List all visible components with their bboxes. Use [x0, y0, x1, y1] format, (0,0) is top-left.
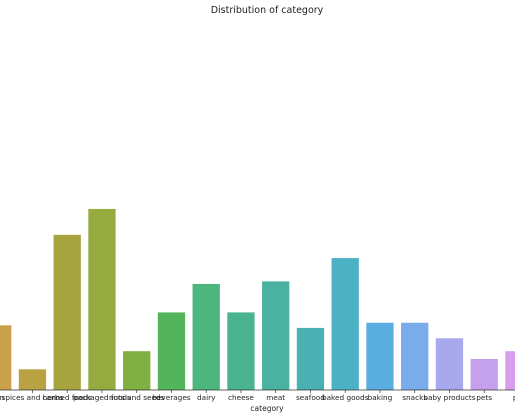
x-tick-label: cheese: [228, 393, 254, 402]
x-tick-label: canned foods: [43, 393, 92, 402]
bar-baking: [366, 322, 394, 390]
bar-cheese: [227, 312, 255, 390]
x-tick-label: zen: [0, 393, 4, 402]
x-tick-label: pets: [476, 393, 492, 402]
bar-dairy: [192, 283, 220, 390]
bar-baby-products: [435, 338, 464, 390]
chart-title: Distribution of category: [211, 5, 324, 16]
x-tick-label: meat: [266, 393, 285, 402]
bar-spices-and-herbs: [18, 369, 47, 390]
bar-beverages: [157, 312, 186, 390]
bar-frozen: [0, 325, 12, 390]
x-tick-label: spices and herbs: [2, 393, 64, 402]
x-tick-label: snacks: [402, 393, 427, 402]
x-tick-label: dairy: [197, 393, 216, 402]
x-tick-label: baking: [368, 393, 393, 402]
bar-pets: [470, 358, 498, 390]
bar-seafood: [296, 327, 325, 390]
x-axis-label: category: [250, 404, 284, 413]
x-tick-label: per: [513, 393, 515, 402]
bar-canned-foods: [53, 234, 81, 390]
bar-packaged-foods: [88, 208, 116, 390]
bar-snacks: [401, 322, 429, 390]
bar-meat: [262, 281, 290, 390]
x-tick-label: seafood: [296, 393, 325, 402]
x-tick-label: beverages: [152, 393, 191, 402]
x-tick-label: nuts and seeds: [109, 393, 165, 402]
x-tick-label: baked goods: [322, 393, 369, 402]
bar-grains-and-cereals: [123, 351, 151, 390]
bar-baked-goods: [331, 258, 359, 390]
bars-group: [0, 208, 515, 390]
bar-personal-care: [505, 351, 515, 390]
x-tick-label: baby products: [423, 393, 475, 402]
x-tick-label: packaged foods: [73, 393, 131, 402]
